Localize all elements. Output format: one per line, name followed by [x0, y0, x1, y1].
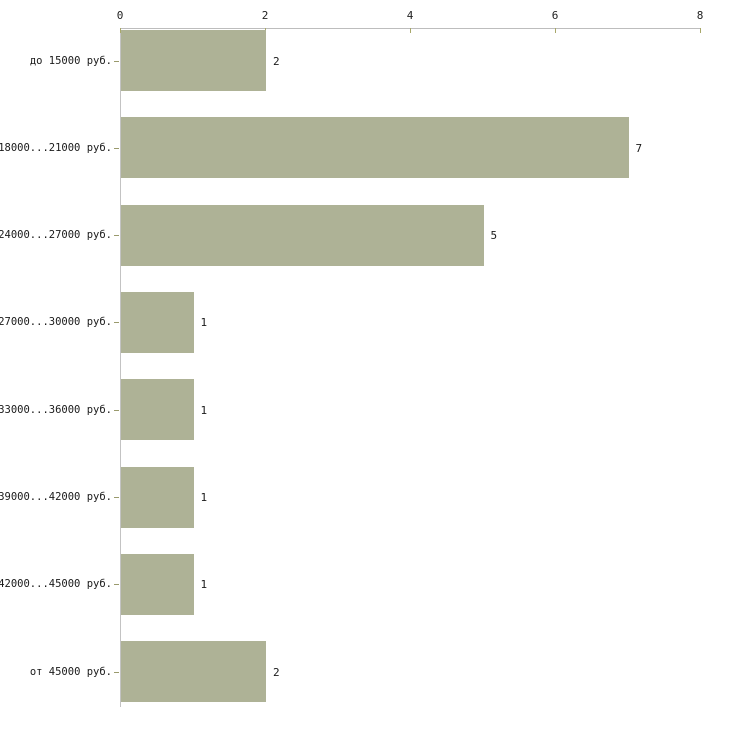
- category-label: 18000...21000 руб.: [0, 141, 112, 154]
- category-axis-tick: [114, 322, 119, 324]
- bar-row: 1 27000...30000 руб.: [0, 291, 730, 353]
- bar-row: 1 42000...45000 руб.: [0, 553, 730, 615]
- category-label: 33000...36000 руб.: [0, 403, 112, 416]
- category-label: 27000...30000 руб.: [0, 316, 112, 329]
- bar-value-label: 1: [200, 403, 208, 417]
- category-axis-tick: [114, 584, 119, 586]
- bar-value-label: 1: [200, 491, 208, 504]
- value-axis-tick: [120, 28, 121, 33]
- value-axis-tick-label: 6: [551, 9, 559, 22]
- bar[interactable]: [121, 291, 194, 353]
- bar-row: 2 до 15000 руб.: [0, 30, 730, 91]
- value-axis-tick: [410, 28, 411, 33]
- category-axis-line: [120, 28, 121, 707]
- bar[interactable]: [121, 379, 194, 441]
- bar-value-label: 1: [200, 578, 208, 592]
- bar[interactable]: [121, 641, 266, 703]
- bar-row: 7 18000...21000 руб.: [0, 117, 730, 179]
- bar[interactable]: [121, 30, 266, 91]
- bar-row: 2 от 45000 руб.: [0, 641, 730, 703]
- bar-value-label: 2: [273, 54, 280, 68]
- bar-row: 1 39000...42000 руб.: [0, 466, 730, 528]
- category-axis-tick: [114, 60, 119, 62]
- category-label: до 15000 руб.: [29, 54, 112, 67]
- category-label: от 45000 руб.: [29, 665, 112, 678]
- value-axis-tick: [555, 28, 556, 33]
- category-label: 42000...45000 руб.: [0, 578, 112, 591]
- bar[interactable]: [121, 553, 194, 615]
- category-axis-tick: [114, 147, 119, 149]
- bar-value-label: 1: [200, 316, 208, 330]
- category-axis-tick: [114, 409, 119, 411]
- bar[interactable]: [121, 466, 194, 528]
- value-axis-tick-label: 4: [406, 9, 414, 22]
- bar[interactable]: [121, 204, 484, 266]
- value-axis-tick-label: 2: [261, 9, 269, 22]
- value-axis-tick-label: 8: [696, 9, 704, 22]
- category-label: 24000...27000 руб.: [0, 229, 112, 242]
- bar[interactable]: [121, 117, 629, 179]
- value-axis-tick-label: 0: [116, 9, 124, 22]
- bar-row: 5 24000...27000 руб.: [0, 204, 730, 266]
- bar-value-label: 2: [273, 665, 280, 679]
- category-axis-tick: [114, 497, 119, 498]
- category-label: 39000...42000 руб.: [0, 491, 112, 503]
- bar-value-label: 5: [490, 229, 498, 243]
- value-axis-tick: [700, 28, 701, 33]
- bar-row: 1 33000...36000 руб.: [0, 379, 730, 441]
- category-axis-tick: [114, 235, 119, 237]
- bar-value-label: 7: [635, 141, 643, 155]
- category-axis-tick: [114, 671, 119, 673]
